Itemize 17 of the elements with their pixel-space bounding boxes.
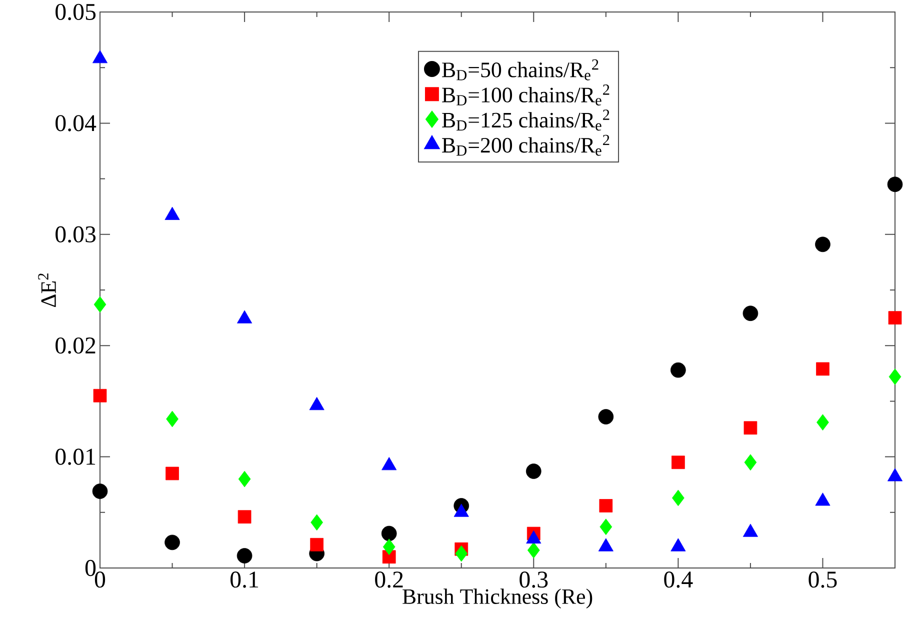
y-tick-label: 0.04 [56, 115, 96, 132]
legend-label: B$_{D}$=50 chains/R$_{e}$2 [442, 59, 598, 80]
y-tick-label: 0.01 [56, 448, 96, 465]
legend-label: B$_{D}$=200 chains/R$_{e}$2 [442, 134, 610, 156]
x-tick-label: 0.1 [230, 572, 258, 588]
x-tick-label: 0.3 [520, 572, 548, 588]
legend-label: B$_{D}$=125 chains/R$_{e}$2 [442, 110, 610, 131]
y-tick-label: 0 [85, 560, 96, 576]
y-tick-label: 0.02 [56, 337, 96, 354]
x-tick-label: 0.4 [664, 572, 693, 588]
y-tick-label: 0.05 [56, 4, 96, 20]
y-axis-title: ΔE$^{2}$ [38, 274, 56, 307]
legend-label: B$_{D}$=100 chains/R$_{e}$2 [442, 84, 610, 106]
x-tick-label: 0.5 [808, 572, 837, 588]
y-tick-label: 0.03 [56, 226, 96, 243]
x-tick-label: 0.2 [375, 572, 403, 588]
x-axis-title: Brush Thickness (Re) [402, 588, 592, 608]
